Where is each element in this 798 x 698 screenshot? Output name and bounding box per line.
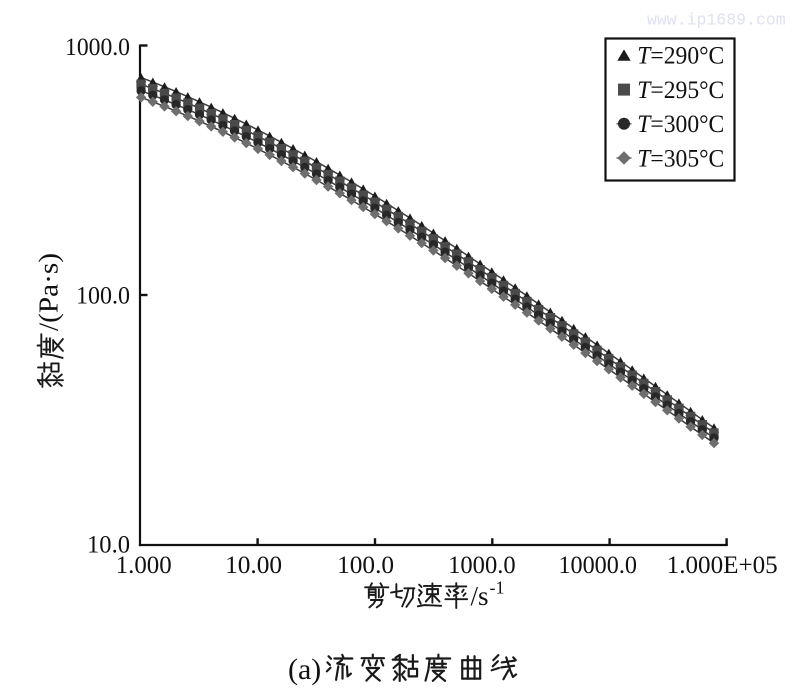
svg-text:100.0: 100.0 bbox=[337, 552, 394, 579]
svg-text:10000.0: 10000.0 bbox=[558, 552, 637, 579]
svg-text:T=300°C: T=300°C bbox=[637, 111, 724, 138]
svg-text:1.000E+05: 1.000E+05 bbox=[667, 552, 778, 579]
svg-text:1000.0: 1000.0 bbox=[448, 552, 516, 579]
svg-text:/s: /s bbox=[471, 581, 489, 611]
svg-text:(a): (a) bbox=[288, 653, 321, 686]
svg-text:T=290°C: T=290°C bbox=[637, 43, 724, 70]
svg-text:10.0: 10.0 bbox=[87, 532, 130, 559]
svg-text:T=295°C: T=295°C bbox=[637, 77, 724, 104]
svg-text:-1: -1 bbox=[490, 578, 505, 598]
svg-text:1000.0: 1000.0 bbox=[65, 34, 130, 61]
svg-text:www.ip1689.com: www.ip1689.com bbox=[647, 11, 786, 30]
svg-text:1.000: 1.000 bbox=[116, 552, 172, 579]
svg-text:/(Pa·s): /(Pa·s) bbox=[34, 253, 64, 331]
svg-text:100.0: 100.0 bbox=[76, 283, 130, 310]
svg-text:10.00: 10.00 bbox=[225, 552, 282, 579]
svg-text:T=305°C: T=305°C bbox=[637, 145, 724, 172]
